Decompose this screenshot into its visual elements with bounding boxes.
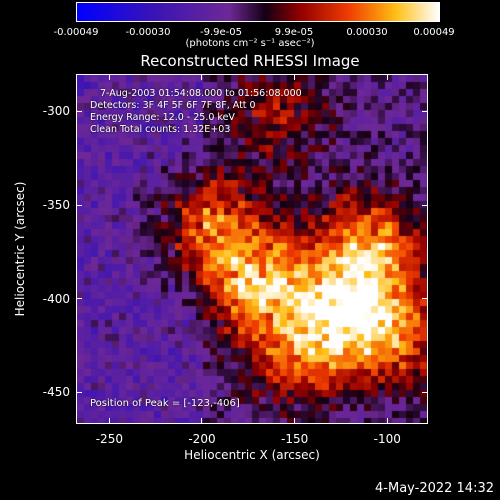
- y-tick-mark: [76, 110, 82, 112]
- plot-area: [76, 74, 428, 424]
- x-tick-mark: [201, 418, 203, 424]
- annotation-detectors: Detectors: 3F 4F 5F 6F 7F 8F, Att 0: [90, 100, 256, 111]
- y-tick-mark: [422, 391, 428, 393]
- colorbar-tick: 0.00049: [413, 27, 455, 38]
- x-tick-mark: [108, 74, 110, 80]
- y-tick-label: -450: [42, 385, 70, 400]
- y-tick-mark: [76, 298, 82, 300]
- annotation-clean: Clean Total counts: 1.32E+03: [90, 124, 231, 135]
- annotation-peak: Position of Peak = [-123,-406]: [90, 398, 240, 409]
- heatmap-image: [77, 75, 427, 423]
- timestamp: 4-May-2022 14:32: [375, 481, 494, 496]
- x-tick-label: -200: [188, 432, 216, 446]
- x-axis-label: Heliocentric X (arcsec): [184, 448, 320, 462]
- colorbar-tick: 0.00030: [346, 27, 388, 38]
- y-axis-label: Heliocentric Y (arcsec): [13, 181, 27, 317]
- x-tick-mark: [108, 418, 110, 424]
- x-tick-mark: [201, 74, 203, 80]
- y-tick-mark: [422, 204, 428, 206]
- y-tick-mark: [76, 204, 82, 206]
- colorbar-tick: -0.00030: [125, 27, 171, 38]
- colorbar-units: (photons cm⁻² s⁻¹ asec⁻²): [185, 38, 315, 49]
- annotation-energy: Energy Range: 12.0 - 25.0 keV: [90, 112, 235, 123]
- x-tick-label: -100: [373, 432, 401, 446]
- x-tick-mark: [386, 418, 388, 424]
- colorbar-tick: 9.9e-05: [274, 27, 314, 38]
- colorbar-tick: -9.9e-05: [200, 27, 242, 38]
- y-tick-mark: [422, 298, 428, 300]
- x-tick-label: -150: [280, 432, 309, 446]
- y-tick-label: -350: [42, 198, 70, 213]
- y-tick-label: -400: [42, 291, 70, 306]
- y-tick-mark: [76, 391, 82, 393]
- x-tick-mark: [386, 74, 388, 80]
- chart-title: Reconstructed RHESSI Image: [140, 52, 360, 70]
- colorbar: [76, 2, 440, 22]
- x-tick-mark: [294, 418, 296, 424]
- colorbar-tick: -0.00049: [53, 27, 99, 38]
- x-tick-mark: [294, 74, 296, 80]
- annotation-time: 7-Aug-2003 01:54:08.000 to 01:56:08.000: [100, 88, 302, 99]
- y-tick-label: -300: [42, 104, 70, 119]
- y-tick-mark: [422, 110, 428, 112]
- x-tick-label: -250: [95, 432, 123, 446]
